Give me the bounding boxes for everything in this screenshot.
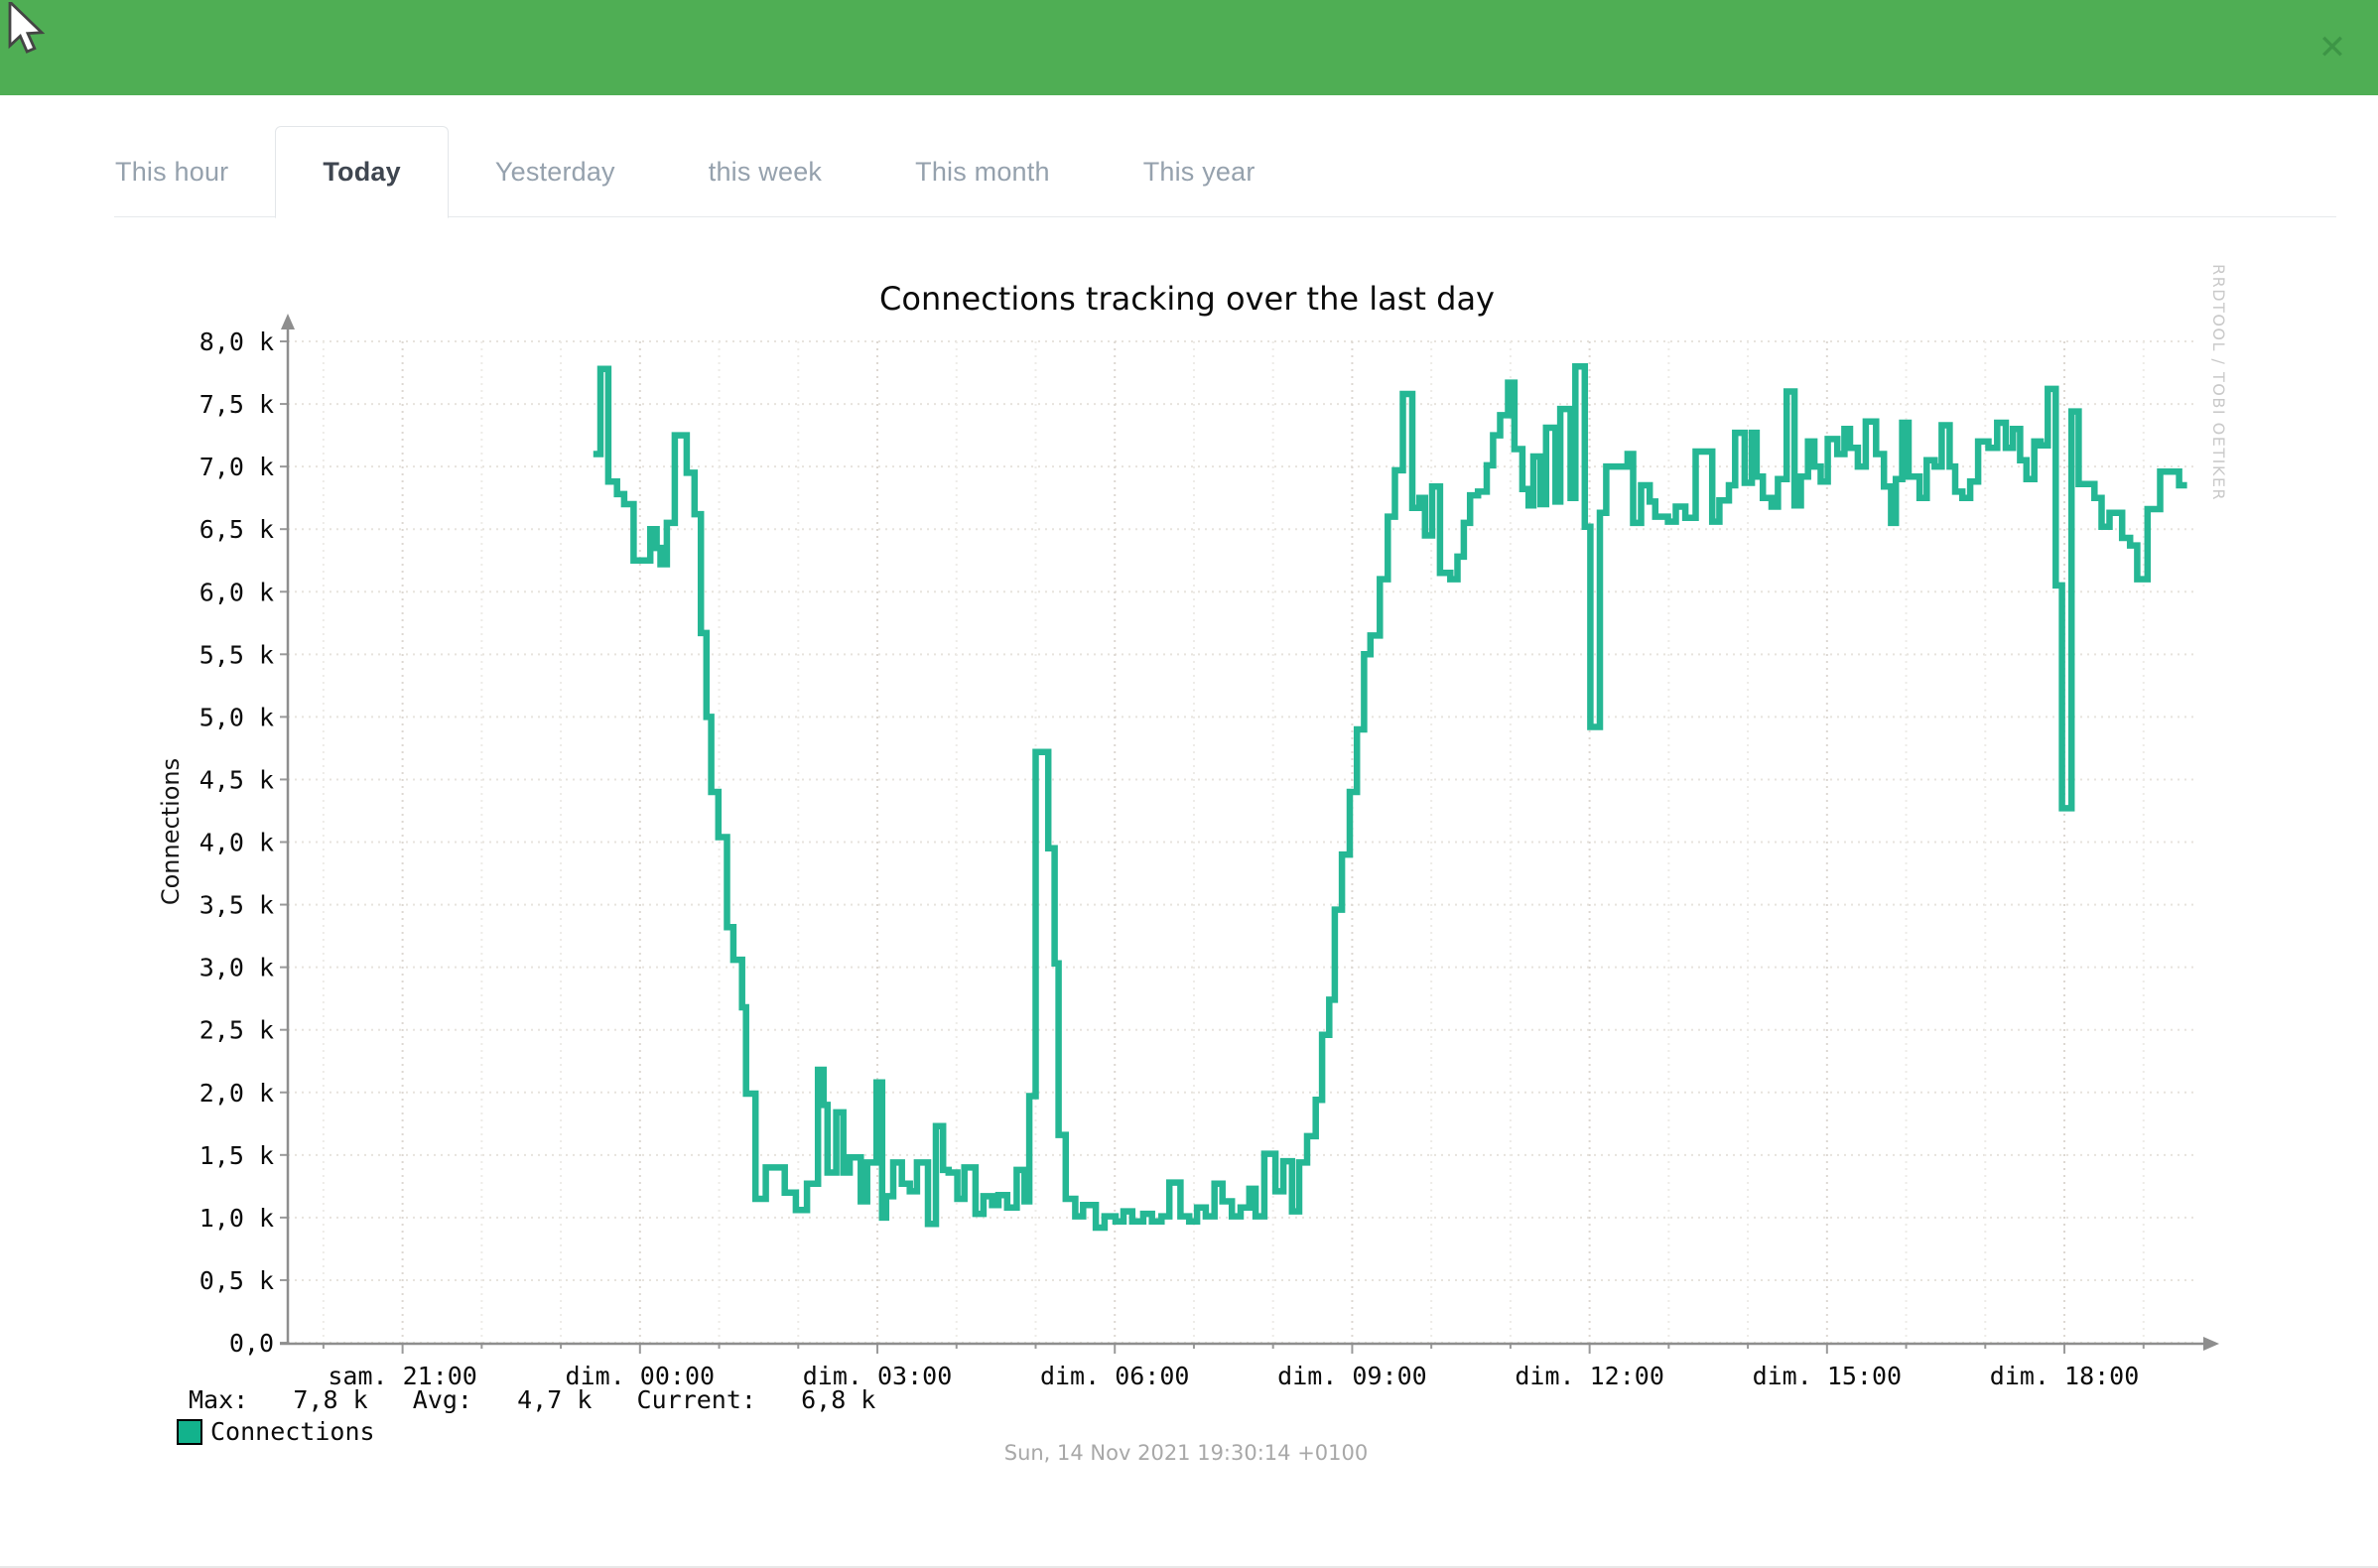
y-tick-label: 0,5 k (199, 1266, 274, 1295)
y-tick-label: 5,0 k (199, 703, 274, 731)
x-tick-label: dim. 18:00 (1990, 1362, 2140, 1390)
x-tick-label: dim. 12:00 (1515, 1362, 1664, 1390)
tab-this-hour[interactable]: This hour (115, 156, 229, 187)
tab-today[interactable]: Today (275, 126, 449, 218)
chart-legend: Connections (177, 1417, 375, 1446)
y-tick-label: 6,5 k (199, 515, 274, 544)
chart-title: Connections tracking over the last day (879, 280, 1495, 318)
y-axis-arrow (281, 314, 295, 329)
time-range-tabs: This hour Today Yesterday this week This… (68, 126, 1302, 218)
y-tick-label: 0,0 (229, 1329, 274, 1358)
x-tick-label: dim. 03:00 (803, 1362, 953, 1390)
y-tick-label: 4,5 k (199, 765, 274, 794)
y-tick-label: 5,5 k (199, 640, 274, 669)
y-tick-label: 3,5 k (199, 891, 274, 920)
y-tick-label: 4,0 k (199, 829, 274, 857)
x-tick-label: dim. 06:00 (1040, 1362, 1190, 1390)
x-tick-label: dim. 15:00 (1753, 1362, 1903, 1390)
x-tick-label: sam. 21:00 (328, 1362, 477, 1390)
modal-header: ✕ (0, 0, 2378, 95)
y-tick-label: 6,0 k (199, 578, 274, 606)
close-icon[interactable]: ✕ (2317, 28, 2347, 67)
y-tick-label: 2,5 k (199, 1016, 274, 1045)
x-axis-arrow (2203, 1337, 2219, 1351)
y-tick-label: 3,0 k (199, 954, 274, 982)
y-tick-label: 1,0 k (199, 1204, 274, 1233)
tab-this-year[interactable]: This year (1142, 156, 1255, 187)
y-tick-label: 8,0 k (199, 327, 274, 356)
series-line-connections (593, 362, 2187, 1232)
chart-generated-timestamp: Sun, 14 Nov 2021 19:30:14 +0100 (1003, 1441, 1369, 1465)
tab-yesterday[interactable]: Yesterday (494, 156, 615, 187)
tab-this-week[interactable]: this week (708, 156, 823, 187)
legend-swatch-icon (177, 1418, 202, 1445)
tabstrip-divider (114, 216, 2336, 217)
y-tick-label: 1,5 k (199, 1141, 274, 1170)
x-tick-label: dim. 00:00 (566, 1362, 716, 1390)
y-tick-label: 7,5 k (199, 390, 274, 419)
rrdtool-watermark: RRDTOOL / TOBI OETIKER (2209, 264, 2228, 502)
chart-stats: Max: 7,8 k Avg: 4,7 k Current: 6,8 k (189, 1385, 876, 1414)
tab-this-month[interactable]: This month (915, 156, 1050, 187)
legend-series-label: Connections (210, 1417, 375, 1446)
y-tick-label: 2,0 k (199, 1079, 274, 1108)
y-tick-label: 7,0 k (199, 453, 274, 481)
mouse-cursor-icon (8, 2, 46, 54)
x-tick-label: dim. 09:00 (1277, 1362, 1427, 1390)
